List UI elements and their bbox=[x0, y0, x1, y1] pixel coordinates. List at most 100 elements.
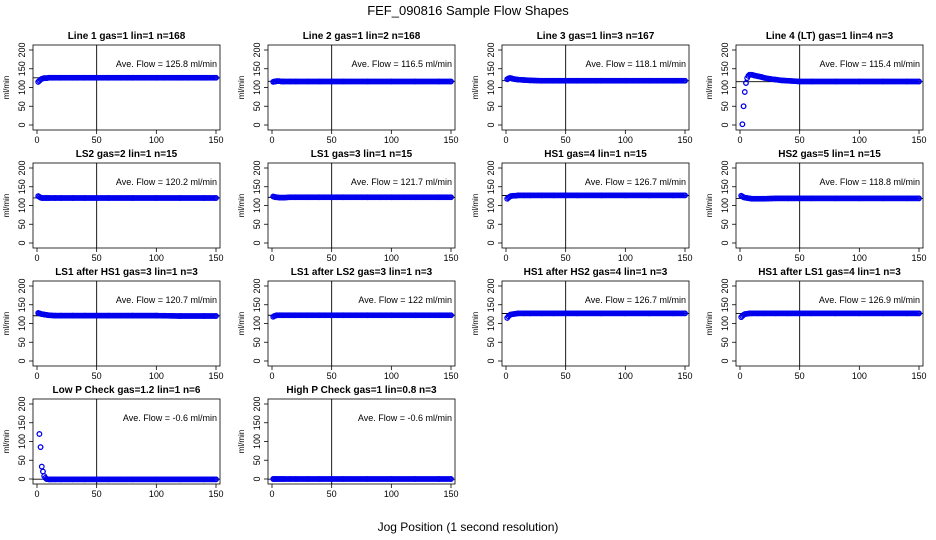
panel-14: High P Check gas=1 lin=0.8 n=3 ml/min 0 50 1… bbox=[237, 385, 459, 499]
data-point bbox=[412, 194, 419, 201]
data-point bbox=[808, 195, 815, 202]
y-tick-label: 100 bbox=[486, 80, 496, 95]
data-point bbox=[749, 195, 755, 202]
data-point bbox=[281, 312, 287, 319]
y-tick-label: 50 bbox=[252, 455, 262, 465]
data-point bbox=[412, 476, 419, 482]
panel-6: LS1 gas=3 lin=1 n=15 ml/min 0 50 100 150 0 50 10… bbox=[237, 149, 459, 263]
y-tick-label: 200 bbox=[486, 160, 496, 175]
data-point bbox=[293, 312, 299, 319]
x-tick-label: 50 bbox=[92, 371, 102, 381]
panel-grid: Line 1 gas=1 lin=1 n=168 ml/min 0 50 100 150 0… bbox=[2, 31, 927, 499]
data-point bbox=[281, 476, 287, 482]
data-point bbox=[43, 195, 50, 201]
average-flow-annotation: Ave. Flow = 126.7 ml/min bbox=[585, 177, 686, 187]
x-tick-label: 0 bbox=[269, 371, 274, 381]
data-point bbox=[832, 78, 839, 85]
data-point bbox=[772, 195, 779, 202]
y-axis-label: ml/min bbox=[237, 76, 246, 100]
data-point bbox=[880, 310, 887, 317]
y-tick-label: 50 bbox=[486, 337, 496, 347]
y-tick-label: 0 bbox=[486, 122, 496, 127]
x-tick-label: 0 bbox=[34, 135, 39, 145]
data-point bbox=[622, 192, 629, 199]
data-point bbox=[153, 74, 160, 81]
x-tick-label: 0 bbox=[503, 135, 508, 145]
data-point bbox=[412, 312, 419, 319]
data-point bbox=[281, 78, 287, 85]
x-tick-label: 0 bbox=[269, 135, 274, 145]
data-point bbox=[904, 78, 910, 85]
data-point bbox=[287, 312, 293, 319]
data-point bbox=[304, 312, 311, 319]
data-point bbox=[340, 194, 347, 201]
y-axis-label: ml/min bbox=[705, 194, 714, 218]
x-tick-label: 0 bbox=[737, 135, 742, 145]
x-tick-label: 150 bbox=[443, 489, 458, 499]
data-point bbox=[772, 76, 779, 83]
data-point bbox=[278, 194, 285, 201]
data-point bbox=[808, 310, 815, 317]
y-tick-label: 200 bbox=[720, 42, 730, 57]
data-point bbox=[52, 476, 58, 483]
panel-3: Line 3 gas=1 lin=3 n=167 ml/min 0 50 100 150 0… bbox=[471, 31, 693, 145]
data-point bbox=[436, 78, 442, 85]
data-point bbox=[741, 89, 748, 95]
data-point bbox=[550, 310, 557, 317]
y-tick-label: 50 bbox=[17, 219, 27, 229]
y-tick-label: 150 bbox=[720, 179, 730, 194]
data-point bbox=[856, 195, 863, 202]
x-tick-label: 100 bbox=[149, 371, 164, 381]
y-axis-label: ml/min bbox=[471, 194, 480, 218]
data-point bbox=[177, 313, 184, 319]
data-point bbox=[81, 476, 88, 483]
data-point bbox=[448, 78, 454, 85]
x-tick-label: 150 bbox=[208, 371, 223, 381]
y-tick-label: 0 bbox=[486, 358, 496, 363]
data-point bbox=[515, 310, 521, 317]
x-tick-label: 100 bbox=[618, 371, 633, 381]
data-point bbox=[880, 78, 887, 85]
data-point bbox=[622, 310, 629, 317]
x-tick-label: 0 bbox=[503, 371, 508, 381]
data-point bbox=[521, 310, 527, 317]
y-tick-label: 100 bbox=[486, 316, 496, 331]
x-tick-label: 150 bbox=[208, 135, 223, 145]
x-tick-label: 50 bbox=[327, 371, 337, 381]
data-point bbox=[778, 77, 785, 84]
x-tick-label: 50 bbox=[92, 489, 102, 499]
data-point bbox=[177, 74, 184, 81]
y-tick-label: 150 bbox=[252, 61, 262, 76]
x-tick-label: 100 bbox=[384, 371, 399, 381]
data-point bbox=[448, 312, 454, 319]
y-tick-label: 0 bbox=[252, 122, 262, 127]
data-point bbox=[761, 195, 767, 202]
y-tick-label: 100 bbox=[17, 198, 27, 213]
data-point bbox=[340, 312, 347, 319]
data-point bbox=[796, 78, 803, 85]
data-point bbox=[538, 77, 545, 84]
data-point bbox=[201, 476, 207, 483]
y-tick-label: 100 bbox=[17, 80, 27, 95]
x-tick-label: 50 bbox=[92, 253, 102, 263]
data-point bbox=[436, 312, 442, 319]
data-point bbox=[832, 195, 839, 202]
data-point bbox=[527, 192, 533, 199]
y-tick-label: 150 bbox=[252, 297, 262, 312]
y-tick-label: 100 bbox=[17, 316, 27, 331]
y-tick-label: 200 bbox=[252, 42, 262, 57]
data-point bbox=[316, 78, 323, 85]
data-point bbox=[278, 476, 285, 482]
data-point bbox=[287, 78, 293, 85]
data-point bbox=[81, 312, 88, 319]
data-point bbox=[598, 192, 605, 199]
data-point bbox=[316, 194, 323, 201]
average-flow-annotation: Ave. Flow = 121.7 ml/min bbox=[351, 177, 452, 187]
y-tick-label: 150 bbox=[720, 61, 730, 76]
data-point bbox=[43, 312, 50, 318]
data-point bbox=[562, 192, 569, 199]
average-flow-annotation: Ave. Flow = 122 ml/min bbox=[358, 295, 452, 305]
data-point bbox=[784, 77, 791, 84]
panel-title: LS2 gas=2 lin=1 n=15 bbox=[76, 149, 178, 160]
data-point bbox=[201, 74, 207, 81]
